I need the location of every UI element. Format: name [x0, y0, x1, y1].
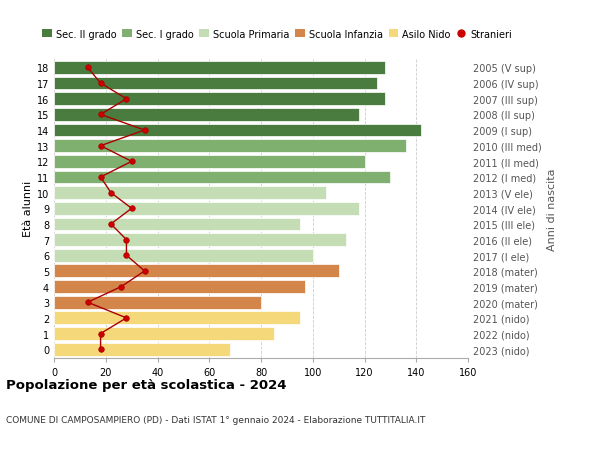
Bar — [54, 296, 261, 309]
Bar — [54, 280, 305, 293]
Bar — [54, 249, 313, 262]
Bar — [54, 124, 421, 137]
Bar — [54, 109, 359, 122]
Bar — [54, 265, 338, 278]
Bar — [54, 327, 274, 340]
Bar — [54, 312, 300, 325]
Bar — [54, 187, 326, 200]
Text: COMUNE DI CAMPOSAMPIERO (PD) - Dati ISTAT 1° gennaio 2024 - Elaborazione TUTTITA: COMUNE DI CAMPOSAMPIERO (PD) - Dati ISTA… — [6, 415, 425, 425]
Bar — [54, 93, 385, 106]
Bar — [54, 234, 346, 246]
Bar — [54, 78, 377, 90]
Legend: Sec. II grado, Sec. I grado, Scuola Primaria, Scuola Infanzia, Asilo Nido, Stran: Sec. II grado, Sec. I grado, Scuola Prim… — [38, 26, 515, 44]
Y-axis label: Anni di nascita: Anni di nascita — [547, 168, 557, 250]
Bar — [54, 343, 230, 356]
Y-axis label: Età alunni: Età alunni — [23, 181, 32, 237]
Bar — [54, 156, 365, 168]
Bar — [54, 171, 391, 184]
Bar — [54, 140, 406, 153]
Bar — [54, 62, 385, 75]
Text: Popolazione per età scolastica - 2024: Popolazione per età scolastica - 2024 — [6, 379, 287, 392]
Bar — [54, 218, 300, 231]
Bar — [54, 202, 359, 215]
